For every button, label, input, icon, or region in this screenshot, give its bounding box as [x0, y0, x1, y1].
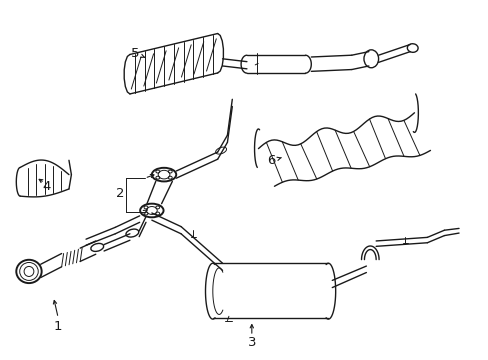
Text: 2: 2 [116, 187, 124, 200]
Text: 6: 6 [266, 154, 275, 167]
Text: 4: 4 [43, 180, 51, 193]
Text: 3: 3 [247, 336, 256, 348]
Text: 5: 5 [130, 47, 139, 60]
Text: 1: 1 [54, 320, 62, 333]
